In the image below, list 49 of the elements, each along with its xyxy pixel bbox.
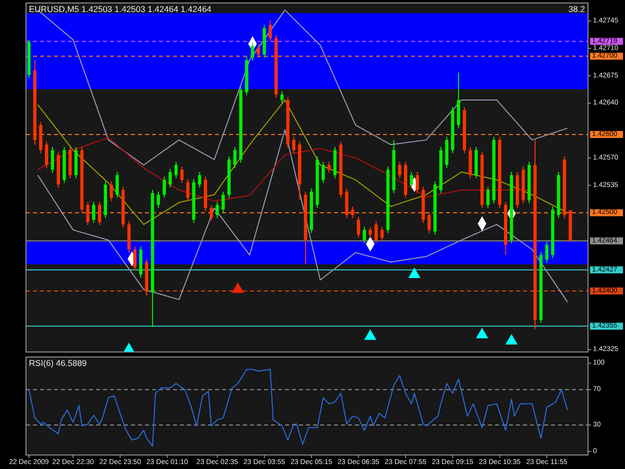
candlestick xyxy=(545,241,548,264)
candlestick xyxy=(356,216,360,238)
candlestick xyxy=(210,204,213,222)
candlestick xyxy=(416,172,419,194)
candlestick xyxy=(368,226,372,238)
candlestick xyxy=(250,42,254,62)
annotation: 38.2 xyxy=(568,4,586,14)
point xyxy=(364,329,376,340)
candlestick xyxy=(186,178,190,202)
candlestick xyxy=(162,176,166,198)
candlestick xyxy=(374,220,378,244)
candlestick xyxy=(410,172,414,188)
candlestick xyxy=(268,20,272,42)
candlestick xyxy=(233,146,237,169)
candlestick xyxy=(86,201,90,226)
point xyxy=(408,268,420,278)
chart-title: RSI(6) 46.5889 xyxy=(29,358,87,368)
candlestick xyxy=(398,161,402,179)
chart-title: EURUSD,M5 1.42503 1.42503 1.42464 1.42464 xyxy=(29,4,212,14)
candlestick xyxy=(216,201,219,219)
candlestick xyxy=(222,191,225,214)
candlestick xyxy=(292,136,296,154)
candlestick xyxy=(50,146,54,174)
point xyxy=(505,334,518,345)
line-series xyxy=(28,368,568,447)
line-series xyxy=(37,129,568,302)
candlestick xyxy=(280,90,284,104)
candlestick xyxy=(116,172,119,198)
candlestick xyxy=(133,246,136,272)
candlestick xyxy=(256,44,260,58)
point xyxy=(476,328,488,338)
candlestick xyxy=(156,191,160,209)
line-series xyxy=(37,137,533,202)
candlestick xyxy=(350,206,354,219)
candlestick xyxy=(486,186,490,209)
candlestick xyxy=(180,166,184,184)
candlestick xyxy=(98,201,102,226)
candlestick xyxy=(322,161,325,184)
candlestick xyxy=(380,226,384,242)
point xyxy=(232,282,244,293)
candlestick xyxy=(427,211,431,234)
candlestick xyxy=(198,172,202,188)
candlestick xyxy=(362,226,366,244)
candlestick xyxy=(110,180,113,202)
candlestick xyxy=(44,141,48,169)
candlestick xyxy=(345,188,348,219)
candlestick xyxy=(174,161,178,179)
candlestick xyxy=(168,168,172,188)
candlestick xyxy=(92,201,96,224)
